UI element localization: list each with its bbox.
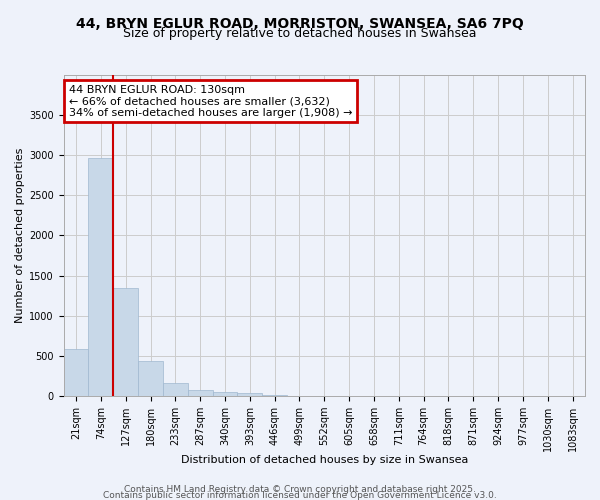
Text: 44 BRYN EGLUR ROAD: 130sqm
← 66% of detached houses are smaller (3,632)
34% of s: 44 BRYN EGLUR ROAD: 130sqm ← 66% of deta… (69, 84, 352, 118)
X-axis label: Distribution of detached houses by size in Swansea: Distribution of detached houses by size … (181, 455, 468, 465)
Text: Contains HM Land Registry data © Crown copyright and database right 2025.: Contains HM Land Registry data © Crown c… (124, 484, 476, 494)
Bar (113, 288, 138, 396)
Text: Size of property relative to detached houses in Swansea: Size of property relative to detached ho… (123, 28, 477, 40)
Bar (163, 384, 188, 396)
Bar (238, 394, 262, 396)
Text: 44, BRYN EGLUR ROAD, MORRISTON, SWANSEA, SA6 7PQ: 44, BRYN EGLUR ROAD, MORRISTON, SWANSEA,… (76, 18, 524, 32)
Text: Contains public sector information licensed under the Open Government Licence v3: Contains public sector information licen… (103, 490, 497, 500)
Bar (64, 350, 88, 396)
Bar (88, 158, 113, 396)
Bar (138, 362, 163, 396)
Bar (188, 390, 212, 396)
Y-axis label: Number of detached properties: Number of detached properties (15, 148, 25, 323)
Bar (212, 392, 238, 396)
